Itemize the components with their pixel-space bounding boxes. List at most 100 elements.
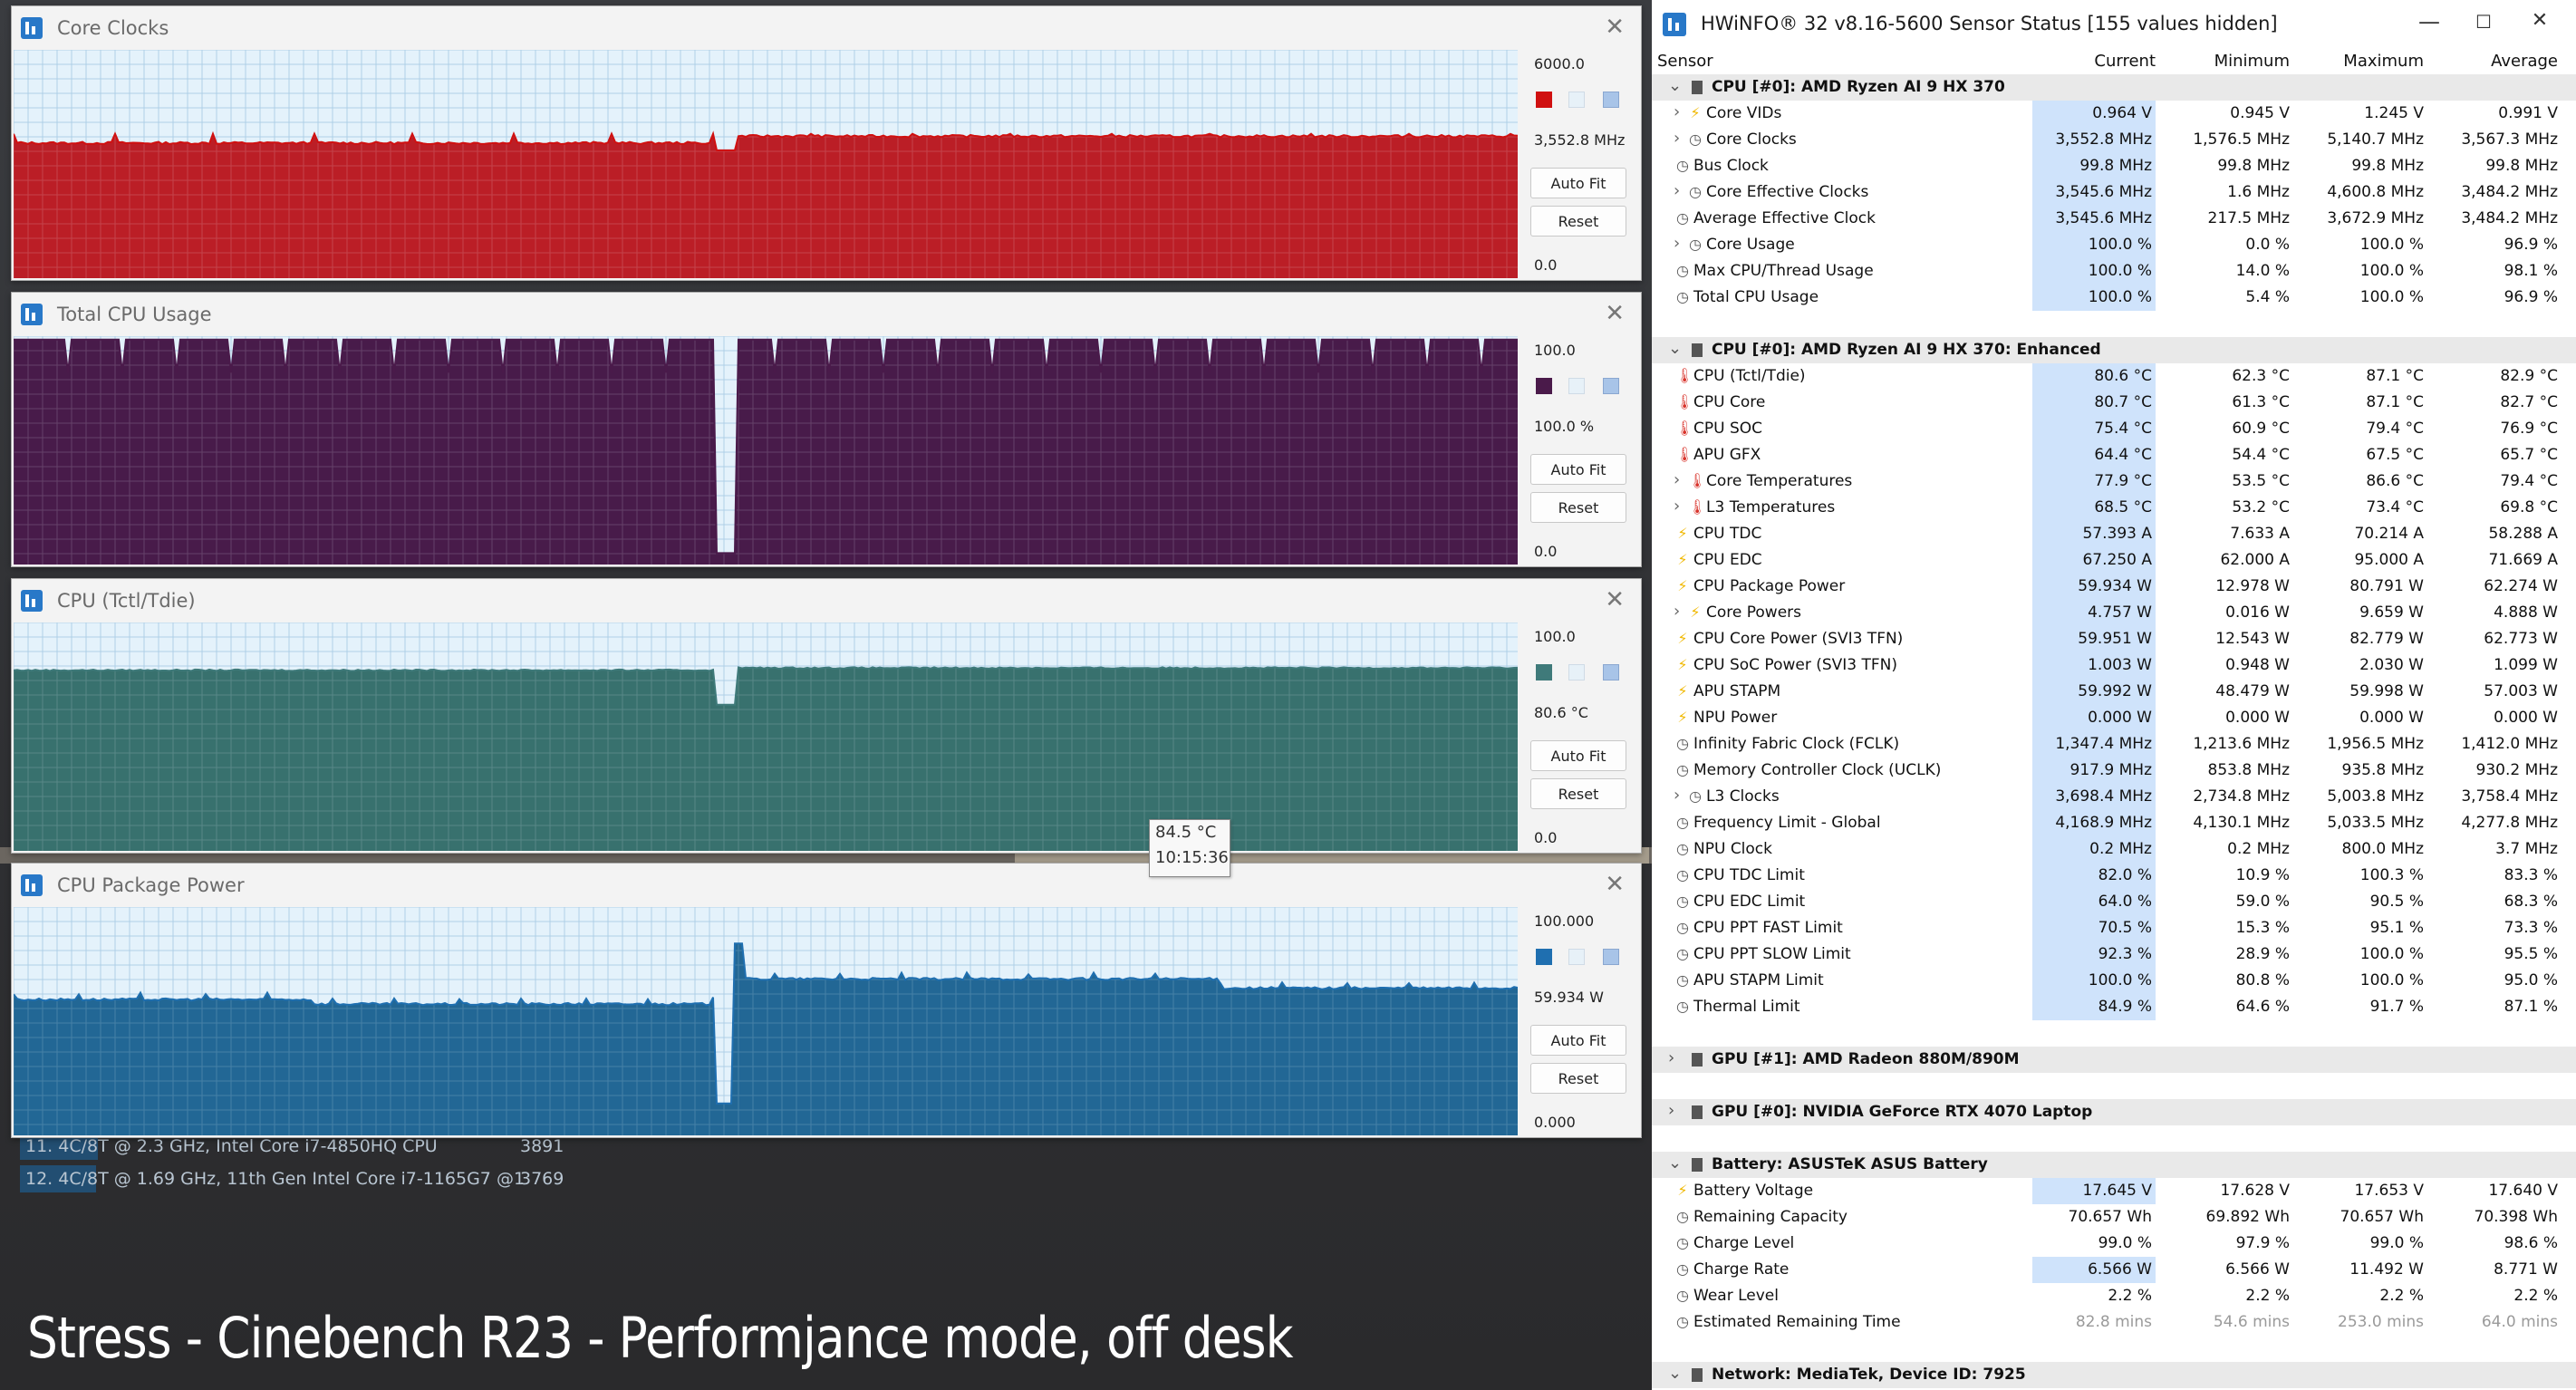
maximize-button[interactable]: ☐ — [2475, 11, 2492, 33]
sensor-row[interactable]: › ⚡ Core VIDs 0.964 V 0.945 V 1.245 V 0.991 V — [1652, 101, 2576, 127]
sensor-group-header[interactable]: › GPU [#1]: AMD Radeon 880M/890M — [1652, 1047, 2576, 1073]
sensor-row[interactable]: › ◷ Core Usage 100.0 % 0.0 % 100.0 % 96.9 % — [1652, 232, 2576, 258]
graph-bg-swatch[interactable] — [1568, 378, 1585, 394]
sensor-row[interactable]: ◷ CPU PPT SLOW Limit 92.3 % 28.9 % 100.0 % 95… — [1652, 941, 2576, 968]
sensor-row[interactable]: ◷ Wear Level 2.2 % 2.2 % 2.2 % 2.2 % — [1652, 1283, 2576, 1309]
sensor-group-header[interactable]: ⌄ Battery: ASUSTeK ASUS Battery — [1652, 1152, 2576, 1178]
sensor-row[interactable]: ⚡ CPU Core Power (SVI3 TFN) 59.951 W 12.543… — [1652, 626, 2576, 652]
sensor-row[interactable]: ⚡ CPU Package Power 59.934 W 12.978 W 80.791… — [1652, 574, 2576, 600]
chevron-right-icon[interactable]: › — [1674, 102, 1681, 121]
column-sensor[interactable]: Sensor — [1657, 52, 1713, 71]
sensor-row[interactable]: › 🌡 L3 Temperatures 68.5 °C 53.2 °C 73.4 °C 69… — [1652, 495, 2576, 521]
chevron-down-icon[interactable]: ⌄ — [1668, 76, 1683, 95]
sensor-row[interactable]: ◷ Charge Level 99.0 % 97.9 % 99.0 % 98.6 % — [1652, 1231, 2576, 1257]
sensor-average: 71.669 A — [2488, 551, 2558, 569]
chevron-right-icon[interactable]: › — [1674, 234, 1681, 253]
column-average[interactable]: Average — [2491, 52, 2558, 71]
reset-button[interactable]: Reset — [1530, 778, 1626, 809]
sensor-group-header[interactable]: ⌄ CPU [#0]: AMD Ryzen AI 9 HX 370 — [1652, 74, 2576, 101]
sensor-row[interactable]: ⚡ CPU EDC 67.250 A 62.000 A 95.000 A 71.669 A — [1652, 547, 2576, 574]
graph-color-swatch[interactable] — [1536, 378, 1552, 394]
graph-color-swatch[interactable] — [1536, 92, 1552, 108]
sensor-row[interactable]: ⚡ NPU Power 0.000 W 0.000 W 0.000 W 0.000 W — [1652, 705, 2576, 731]
graph-bg-swatch[interactable] — [1568, 92, 1585, 108]
sensor-row[interactable]: 🌡 CPU Core 80.7 °C 61.3 °C 87.1 °C 82.7 °C — [1652, 390, 2576, 416]
sensor-row[interactable]: ⚡ CPU TDC 57.393 A 7.633 A 70.214 A 58.288 A — [1652, 521, 2576, 547]
chevron-right-icon[interactable]: › — [1674, 786, 1681, 805]
column-minimum[interactable]: Minimum — [2214, 52, 2290, 71]
chevron-right-icon[interactable]: › — [1674, 129, 1681, 148]
sensor-average: 4,277.8 MHz — [2461, 814, 2558, 832]
sensor-row[interactable]: 🌡 CPU SOC 75.4 °C 60.9 °C 79.4 °C 76.9 °C — [1652, 416, 2576, 442]
close-icon[interactable]: ✕ — [1605, 586, 1625, 613]
graph-bg-swatch[interactable] — [1568, 949, 1585, 965]
sensor-row[interactable]: › ⚡ Core Powers 4.757 W 0.016 W 9.659 W 4.888 … — [1652, 600, 2576, 626]
chevron-right-icon[interactable]: › — [1674, 470, 1681, 489]
sensor-group-header[interactable]: ⌄ Network: MediaTek, Device ID: 7925 — [1652, 1362, 2576, 1388]
sensor-row[interactable]: ◷ CPU TDC Limit 82.0 % 10.9 % 100.3 % 83.3 % — [1652, 863, 2576, 889]
sensor-row[interactable]: ◷ CPU EDC Limit 64.0 % 59.0 % 90.5 % 68.3 % — [1652, 889, 2576, 915]
sensor-row[interactable]: ⚡ Battery Voltage 17.645 V 17.628 V 17.653 V… — [1652, 1178, 2576, 1204]
sensor-row[interactable]: ◷ APU STAPM Limit 100.0 % 80.8 % 100.0 % 95.0… — [1652, 968, 2576, 994]
chevron-down-icon[interactable]: ⌄ — [1668, 1364, 1683, 1383]
graph-grid-swatch[interactable] — [1603, 92, 1619, 108]
sensor-row[interactable]: ◷ Bus Clock 99.8 MHz 99.8 MHz 99.8 MHz 99.8 M… — [1652, 153, 2576, 179]
reset-button[interactable]: Reset — [1530, 492, 1626, 523]
sensor-row[interactable]: ◷ Charge Rate 6.566 W 6.566 W 11.492 W 8.771 … — [1652, 1257, 2576, 1283]
sensor-group-header[interactable]: ⌄ CPU [#0]: AMD Ryzen AI 9 HX 370: Enhan… — [1652, 337, 2576, 363]
chevron-right-icon[interactable]: › — [1674, 497, 1681, 516]
sensor-row[interactable]: ◷ Max CPU/Thread Usage 100.0 % 14.0 % 100.0 … — [1652, 258, 2576, 285]
sensor-current: 99.8 MHz — [2079, 157, 2152, 175]
sensor-row[interactable]: ◷ Total CPU Usage 100.0 % 5.4 % 100.0 % 96.9 … — [1652, 285, 2576, 311]
close-icon[interactable]: ✕ — [1605, 14, 1625, 41]
sensor-row[interactable]: ◷ Memory Controller Clock (UCLK) 917.9 MHz… — [1652, 758, 2576, 784]
sensor-row[interactable]: › ◷ Core Clocks 3,552.8 MHz 1,576.5 MHz 5,140… — [1652, 127, 2576, 153]
sensor-row[interactable]: ◷ Average Effective Clock 3,545.6 MHz 217.5… — [1652, 206, 2576, 232]
close-button[interactable]: ✕ — [2531, 9, 2549, 32]
chevron-right-icon[interactable]: › — [1674, 181, 1681, 200]
auto-fit-button[interactable]: Auto Fit — [1530, 168, 1626, 198]
sensor-row[interactable]: › ◷ L3 Clocks 3,698.4 MHz 2,734.8 MHz 5,003.8… — [1652, 784, 2576, 810]
sensor-row[interactable]: 🌡 CPU (Tctl/Tdie) 80.6 °C 62.3 °C 87.1 °C 82.… — [1652, 363, 2576, 390]
sensor-row[interactable]: ◷ Infinity Fabric Clock (FCLK) 1,347.4 MHz… — [1652, 731, 2576, 758]
sensor-maximum: 2.030 W — [2359, 656, 2424, 674]
sensor-row[interactable]: ◷ NPU Clock 0.2 MHz 0.2 MHz 800.0 MHz 3.7 MHz — [1652, 836, 2576, 863]
sensor-maximum: 5,003.8 MHz — [2327, 787, 2424, 806]
chevron-right-icon[interactable]: › — [1668, 1048, 1675, 1067]
graph-grid-swatch[interactable] — [1603, 949, 1619, 965]
close-icon[interactable]: ✕ — [1605, 300, 1625, 327]
graph-grid-swatch[interactable] — [1603, 664, 1619, 681]
chevron-right-icon[interactable]: › — [1668, 1101, 1675, 1120]
chevron-down-icon[interactable]: ⌄ — [1668, 1154, 1683, 1173]
sensor-row[interactable]: ◷ CPU PPT FAST Limit 70.5 % 15.3 % 95.1 % 73.… — [1652, 915, 2576, 941]
sensor-row[interactable]: 🌡 APU GFX 64.4 °C 54.4 °C 67.5 °C 65.7 °C — [1652, 442, 2576, 468]
sensor-row[interactable]: › ◷ Core Effective Clocks 3,545.6 MHz 1.6 MH… — [1652, 179, 2576, 206]
sensor-row[interactable]: ◷ Remaining Capacity 70.657 Wh 69.892 Wh 70.… — [1652, 1204, 2576, 1231]
graph-color-swatch[interactable] — [1536, 949, 1552, 965]
column-current[interactable]: Current — [2094, 52, 2156, 71]
graph-color-swatch[interactable] — [1536, 664, 1552, 681]
chevron-down-icon[interactable]: ⌄ — [1668, 339, 1683, 358]
reset-button[interactable]: Reset — [1530, 206, 1626, 236]
sensor-maximum: 99.8 MHz — [2351, 157, 2424, 175]
reset-button[interactable]: Reset — [1530, 1063, 1626, 1094]
chevron-right-icon[interactable]: › — [1674, 602, 1681, 621]
sensor-row[interactable]: ⚡ APU STAPM 59.992 W 48.479 W 59.998 W 57.003… — [1652, 679, 2576, 705]
auto-fit-button[interactable]: Auto Fit — [1530, 454, 1626, 485]
sensor-row[interactable]: ◷ Thermal Limit 84.9 % 64.6 % 91.7 % 87.1 % — [1652, 994, 2576, 1020]
minimize-button[interactable]: — — [2418, 9, 2440, 34]
current-value-highlight — [2032, 600, 2156, 626]
sensor-row[interactable]: ⚡ CPU SoC Power (SVI3 TFN) 1.003 W 0.948 W 2… — [1652, 652, 2576, 679]
column-maximum[interactable]: Maximum — [2343, 52, 2424, 71]
sensor-row[interactable]: ◷ Frequency Limit - Global 4,168.9 MHz 4,13… — [1652, 810, 2576, 836]
graph-grid-swatch[interactable] — [1603, 378, 1619, 394]
auto-fit-button[interactable]: Auto Fit — [1530, 740, 1626, 771]
sensor-name: Charge Level — [1693, 1234, 1795, 1252]
sensor-current: 100.0 % — [2088, 971, 2152, 989]
sensor-group-header[interactable]: › GPU [#0]: NVIDIA GeForce RTX 4070 Lapt… — [1652, 1099, 2576, 1125]
sensor-row[interactable]: ◷ Estimated Remaining Time 82.8 mins 54.6 m… — [1652, 1309, 2576, 1336]
graph-bg-swatch[interactable] — [1568, 664, 1585, 681]
close-icon[interactable]: ✕ — [1605, 871, 1625, 898]
sensor-row[interactable]: › 🌡 Core Temperatures 77.9 °C 53.5 °C 86.6 °C… — [1652, 468, 2576, 495]
auto-fit-button[interactable]: Auto Fit — [1530, 1025, 1626, 1056]
